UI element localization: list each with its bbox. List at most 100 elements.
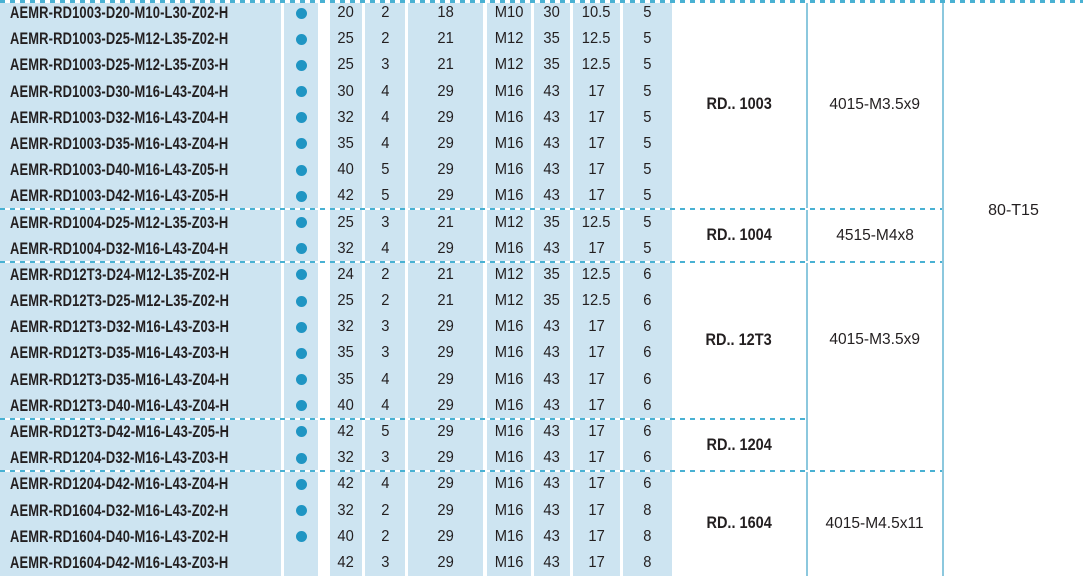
value-cell: 17 (573, 314, 623, 341)
availability-dot-cell (284, 549, 330, 576)
value-cell: 43 (534, 445, 573, 472)
availability-dot-icon (295, 164, 307, 176)
value-cell: 12.5 (573, 287, 623, 315)
value-cell-label: M12 (494, 213, 524, 231)
value-cell-label: 8 (643, 527, 652, 545)
value-cell-label: 2 (380, 527, 390, 545)
value-cell-label: 5 (643, 56, 652, 74)
value-cell: 5 (623, 183, 672, 210)
product-code-cell-label: AEMR-RD12T3-D25-M12-L35-Z02-H (10, 291, 230, 311)
value-cell-label: 32 (337, 108, 355, 126)
value-cell-label: 6 (643, 475, 652, 493)
value-cell: 29 (408, 392, 487, 419)
rd-size-cell: RD.. 1604 (672, 471, 806, 576)
value-cell-label: M16 (494, 370, 524, 388)
value-cell-label: 43 (543, 527, 561, 545)
value-cell: 29 (408, 235, 487, 262)
value-cell-label: 29 (437, 344, 454, 362)
availability-dot-icon (295, 86, 307, 98)
value-cell-label: 35 (543, 30, 561, 48)
value-cell: 8 (623, 549, 672, 576)
value-cell: 5 (623, 78, 672, 105)
value-cell-label: M12 (494, 30, 524, 48)
value-cell-label: 17 (588, 501, 605, 519)
value-cell-label: 3 (380, 56, 390, 74)
value-cell: 2 (365, 523, 408, 550)
value-cell-label: 25 (337, 213, 355, 231)
value-cell: 32 (330, 235, 365, 262)
value-cell-label: 5 (380, 161, 390, 179)
value-cell-label: 5 (643, 239, 652, 257)
value-cell-label: 35 (543, 56, 561, 74)
value-cell-label: 12.5 (582, 30, 611, 48)
value-cell: 43 (534, 549, 573, 576)
value-cell-label: 12.5 (582, 213, 611, 231)
value-cell: 17 (573, 157, 623, 184)
value-cell: 29 (408, 314, 487, 341)
value-cell-label: 6 (643, 265, 652, 283)
value-cell: 17 (573, 366, 623, 393)
screw-cell-label: 4515-M4x8 (836, 226, 914, 244)
product-code-cell: AEMR-RD1004-D25-M12-L35-Z03-H (0, 209, 284, 236)
value-cell-label: 17 (588, 396, 605, 414)
value-cell: 5 (365, 157, 408, 184)
value-cell-label: 43 (543, 422, 561, 440)
product-code-cell: AEMR-RD1003-D40-M16-L43-Z05-H (0, 157, 284, 184)
value-cell: 43 (534, 366, 573, 393)
value-cell-label: 4 (380, 370, 390, 388)
product-code-cell-label: AEMR-RD1604-D40-M16-L43-Z02-H (10, 526, 229, 546)
value-cell-label: 12.5 (582, 292, 611, 310)
value-cell: 42 (330, 418, 365, 446)
value-cell: 5 (623, 104, 672, 131)
value-cell: 6 (623, 471, 672, 498)
value-cell-label: M16 (494, 187, 524, 205)
value-cell-label: 4 (380, 475, 390, 493)
value-cell: M12 (487, 287, 534, 315)
value-cell-label: 43 (543, 239, 561, 257)
product-code-cell: AEMR-RD12T3-D32-M16-L43-Z03-H (0, 314, 284, 341)
availability-dot-icon (295, 243, 307, 255)
value-cell: 21 (408, 261, 487, 288)
value-cell: M12 (487, 26, 534, 53)
rd-size-cell: RD.. 1003 (672, 0, 806, 210)
value-cell: 17 (573, 104, 623, 131)
value-cell-label: M12 (494, 265, 524, 283)
value-cell-label: M12 (494, 292, 524, 310)
screw-cell: 4015-M3.5x9 (806, 261, 942, 472)
value-cell: 12.5 (573, 261, 623, 288)
product-code-cell-label: AEMR-RD12T3-D42-M16-L43-Z05-H (10, 421, 230, 441)
value-cell: 5 (623, 235, 672, 262)
value-cell-label: 21 (437, 292, 454, 310)
value-cell: 10.5 (573, 0, 623, 27)
value-cell: 4 (365, 471, 408, 498)
value-cell: M16 (487, 157, 534, 184)
availability-dot-icon (295, 138, 307, 150)
product-code-cell: AEMR-RD12T3-D35-M16-L43-Z03-H (0, 340, 284, 367)
product-code-cell: AEMR-RD1604-D40-M16-L43-Z02-H (0, 523, 284, 550)
value-cell-label: 43 (543, 475, 561, 493)
availability-dot-icon (295, 400, 307, 412)
value-cell-label: 17 (588, 161, 605, 179)
value-cell-label: M16 (494, 396, 524, 414)
value-cell-label: 24 (337, 265, 355, 283)
value-cell-label: 30 (543, 4, 561, 22)
value-cell: 6 (623, 392, 672, 419)
value-cell-label: 43 (543, 370, 561, 388)
value-cell-label: 5 (643, 213, 652, 231)
value-cell: M16 (487, 445, 534, 472)
product-code-cell: AEMR-RD12T3-D25-M12-L35-Z02-H (0, 287, 284, 315)
value-cell: 6 (623, 314, 672, 341)
product-code-cell-label: AEMR-RD12T3-D40-M16-L43-Z04-H (10, 395, 230, 415)
value-cell-label: 29 (437, 108, 454, 126)
value-cell: 17 (573, 340, 623, 367)
value-cell: 17 (573, 445, 623, 472)
product-code-cell-label: AEMR-RD1004-D32-M16-L43-Z04-H (10, 238, 229, 258)
value-cell: 2 (365, 0, 408, 27)
value-cell: 43 (534, 471, 573, 498)
value-cell: 43 (534, 418, 573, 446)
value-cell-label: M16 (494, 449, 524, 467)
value-cell: 8 (623, 497, 672, 524)
availability-dot-cell (284, 183, 330, 210)
value-cell: 30 (330, 78, 365, 105)
